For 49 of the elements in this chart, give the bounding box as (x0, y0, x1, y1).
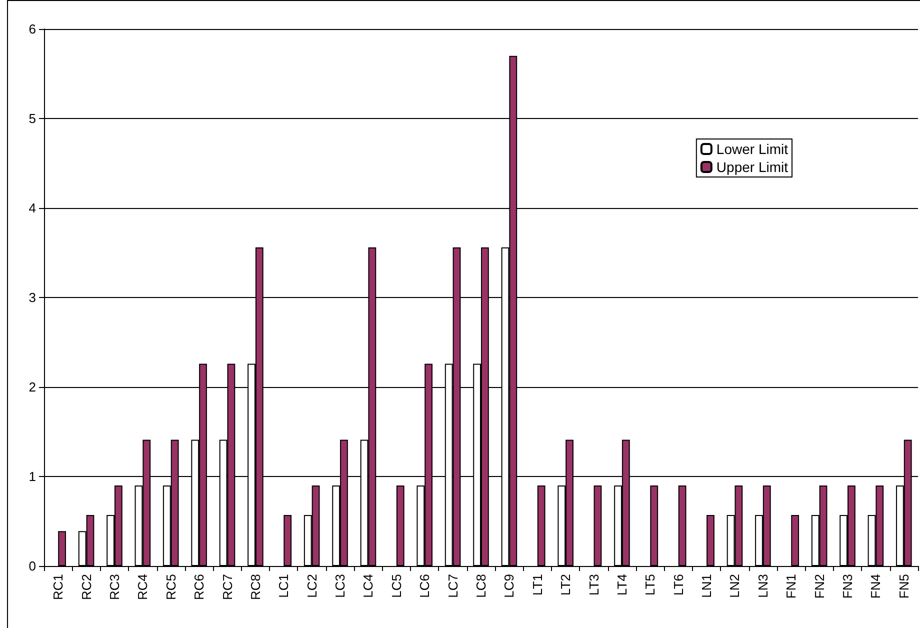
x-tick-label: RC3 (106, 574, 122, 600)
y-tick-label: 6 (28, 22, 36, 36)
x-tick-label: LC4 (360, 574, 376, 598)
x-tick-label: LC8 (474, 574, 488, 598)
x-tick-label: LC1 (276, 574, 292, 598)
y-tick-label: 0 (28, 558, 36, 574)
x-tick-label: LC3 (332, 574, 348, 598)
legend-label: Lower Limit (716, 141, 788, 157)
bar (284, 514, 292, 566)
x-tick-label: FN3 (840, 574, 856, 599)
x-tick-label: LT1 (530, 574, 545, 596)
x-tick-label: RC2 (78, 574, 94, 600)
x-tick-label: RC7 (220, 574, 235, 600)
x-tick-label: LT4 (614, 574, 630, 596)
x-tick-label: LT2 (558, 574, 574, 596)
x-tick-label: LN3 (755, 574, 770, 598)
x-tick-label: RC5 (163, 574, 178, 600)
bar (678, 485, 686, 566)
x-tick-label: RC6 (192, 574, 207, 600)
bar (650, 485, 658, 566)
bar (58, 531, 66, 566)
x-tick-label: FN2 (812, 574, 827, 599)
x-tick-label: LC2 (304, 574, 320, 598)
x-tick-label: LC6 (417, 574, 432, 598)
y-tick-label: 4 (28, 200, 36, 216)
x-tick-label: FN5 (896, 574, 912, 599)
y-tick-label: 1 (28, 469, 36, 484)
x-tick-label: LC5 (388, 574, 404, 598)
x-tick-label: LN1 (699, 574, 714, 598)
y-tick-label: 5 (28, 111, 36, 126)
x-tick-label: RC1 (50, 574, 66, 600)
bar (706, 514, 714, 566)
y-tick-label: 3 (28, 290, 36, 305)
x-tick-label: FN4 (868, 574, 884, 599)
x-tick-label: LC7 (445, 574, 460, 598)
bar (594, 485, 602, 566)
x-tick-label: FN1 (784, 574, 799, 599)
x-tick-label: LC9 (502, 574, 517, 598)
legend-label: Upper Limit (716, 159, 788, 175)
x-tick-label: LT5 (642, 574, 658, 596)
bar (791, 514, 800, 566)
bar (396, 485, 404, 566)
x-tick-label: RC4 (135, 574, 150, 600)
x-tick-label: LT3 (586, 574, 602, 596)
x-tick-label: LN2 (727, 574, 742, 598)
x-tick-label: RC8 (248, 574, 263, 600)
x-tick-label: LT6 (670, 574, 686, 596)
y-tick-label: 2 (28, 380, 36, 394)
bar (537, 485, 546, 566)
